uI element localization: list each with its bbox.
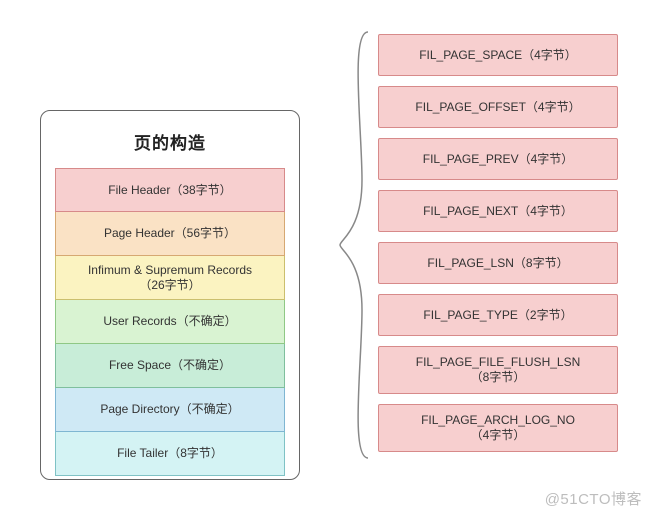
file-header-field-row: FIL_PAGE_TYPE（2字节） (378, 294, 618, 336)
page-structure-title: 页的构造 (41, 111, 299, 168)
page-section-row: File Tailer（8字节） (55, 432, 285, 476)
file-header-field-row: FIL_PAGE_PREV（4字节） (378, 138, 618, 180)
page-section-row: File Header（38字节） (55, 168, 285, 212)
page-section-row: Page Header（56字节） (55, 212, 285, 256)
brace-icon (338, 30, 374, 460)
page-section-row: Infimum & Supremum Records（26字节） (55, 256, 285, 300)
file-header-field-row: FIL_PAGE_NEXT（4字节） (378, 190, 618, 232)
file-header-field-row: FIL_PAGE_OFFSET（4字节） (378, 86, 618, 128)
diagram-root: 页的构造 File Header（38字节）Page Header（56字节）I… (0, 0, 652, 515)
file-header-field-row: FIL_PAGE_SPACE（4字节） (378, 34, 618, 76)
page-structure-stack: File Header（38字节）Page Header（56字节）Infimu… (55, 168, 285, 476)
page-section-row: User Records（不确定） (55, 300, 285, 344)
file-header-field-row: FIL_PAGE_FILE_FLUSH_LSN（8字节） (378, 346, 618, 394)
file-header-field-row: FIL_PAGE_ARCH_LOG_NO（4字节） (378, 404, 618, 452)
watermark-text: @51CTO博客 (545, 488, 642, 509)
page-structure-panel: 页的构造 File Header（38字节）Page Header（56字节）I… (40, 110, 300, 480)
file-header-field-row: FIL_PAGE_LSN（8字节） (378, 242, 618, 284)
page-section-row: Free Space（不确定） (55, 344, 285, 388)
file-header-fields-stack: FIL_PAGE_SPACE（4字节） FIL_PAGE_OFFSET（4字节） F… (378, 34, 618, 462)
page-section-row: Page Directory（不确定） (55, 388, 285, 432)
